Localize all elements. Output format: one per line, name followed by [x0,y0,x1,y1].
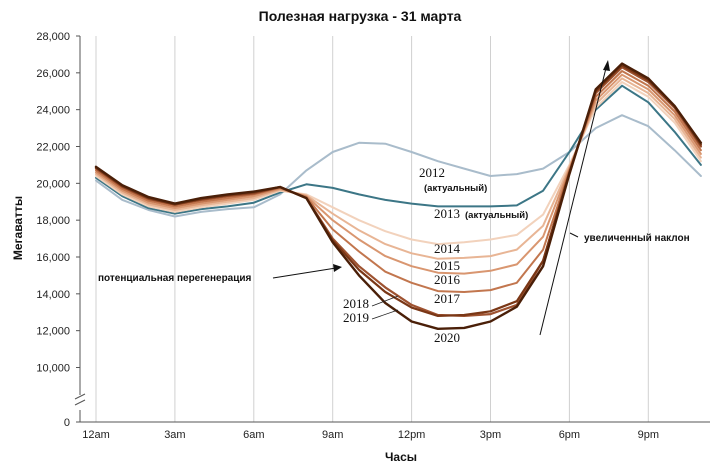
leader-2019 [371,309,399,320]
x-tick-label-6pm: 6pm [559,429,580,441]
label-2017: 2017 [434,291,461,306]
y-tick-label: 26,000 [36,68,70,80]
series-line-2015 [95,77,702,260]
x-axis-title: Часы [385,450,417,464]
label-overgeneration: потенциальная перегенерация [98,273,252,284]
y-tick-label: 12,000 [36,326,70,338]
x-tick-label-12pm: 12pm [398,429,426,441]
x-tick-label-9am: 9am [322,429,343,441]
x-tick-label-3am: 3am [164,429,185,441]
series-line-2014 [95,81,702,246]
y-tick-label: 24,000 [36,105,70,117]
annotations: 2012 (актуальный) 2013 (актуальный) 2014… [98,60,690,345]
series-line-2017 [95,70,702,293]
label-2013: 2013 [434,206,460,221]
leader-2018 [371,295,399,307]
series-line-2016 [95,73,702,275]
x-tick-label-6am: 6am [243,429,264,441]
x-tick-label-9pm: 9pm [638,429,659,441]
vertical-gridlines [95,36,649,422]
x-tick-label-3pm: 3pm [480,429,501,441]
label-2012-actual: (актуальный) [424,183,487,194]
series-line-2012 [95,114,702,218]
axis-break-icon [74,393,86,406]
y-tick-label: 14,000 [36,289,70,301]
series-line-2020 [94,62,703,330]
y-tick-label: 10,000 [36,363,70,375]
label-2014: 2014 [434,241,461,256]
ramp-arrow-line [539,67,607,336]
series-lines [94,62,703,330]
overgen-arrow-line [272,267,337,279]
x-tick-labels: 12am 3am 6am 9am 12pm 3pm 6pm 9pm [82,429,659,441]
label-2018: 2018 [343,296,369,311]
y-tick-label: 22,000 [36,142,70,154]
label-2015: 2015 [434,258,460,273]
y-tick-label: 0 [64,417,70,429]
label-2012: 2012 [419,165,445,180]
y-axis-title: Мегаватты [11,196,25,260]
ramp-connector [569,232,579,238]
y-tick-labels: 0 10,000 12,000 14,000 16,000 18,000 20,000 22,… [36,31,80,429]
label-2020: 2020 [434,330,460,345]
y-tick-label: 20,000 [36,178,70,190]
y-tick-label: 18,000 [36,215,70,227]
label-increased-ramp: увеличенный наклон [584,233,690,244]
label-2013-actual: (актуальный) [465,210,528,221]
ramp-arrowhead-icon [603,60,610,71]
label-2016: 2016 [434,272,461,287]
y-tick-label: 16,000 [36,252,70,264]
y-tick-label: 28,000 [36,31,70,43]
series-line-2013 [95,84,702,215]
overgen-arrowhead-icon [333,264,342,272]
label-2019: 2019 [343,310,369,325]
x-tick-label-12am: 12am [82,429,110,441]
chart-title: Полезная нагрузка - 31 марта [259,8,462,24]
